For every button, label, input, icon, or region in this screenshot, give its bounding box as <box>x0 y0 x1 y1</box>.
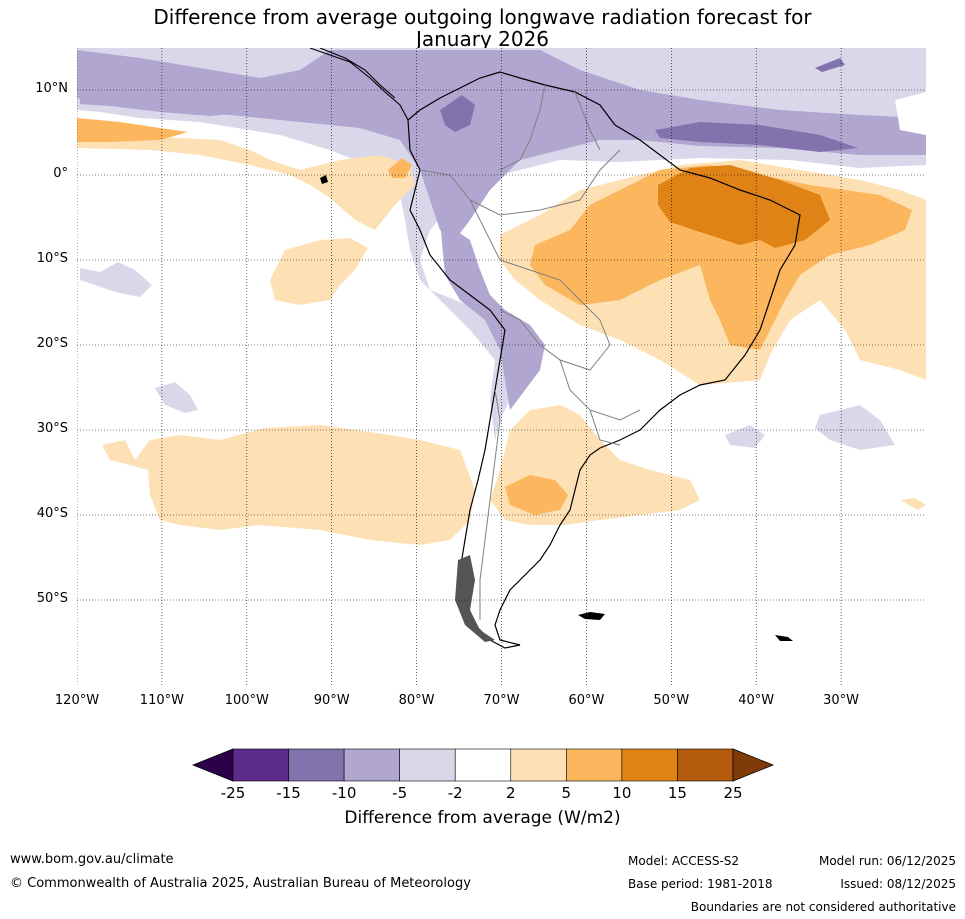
neg-light-south-atlantic-1 <box>725 425 765 448</box>
footer-website: www.bom.gov.au/climate <box>10 852 174 867</box>
lon-label: 50°W <box>653 693 690 708</box>
map-plot-area <box>77 48 926 685</box>
pos-mid-argentina <box>505 475 568 515</box>
colorbar-segment-2 <box>343 748 400 782</box>
footer-model-run: Model run: 06/12/2025 <box>818 854 956 868</box>
pos-light-south-pacific <box>102 425 475 545</box>
lat-label: 40°S <box>36 506 68 521</box>
footer-base-period: Base period: 1981-2018 <box>628 877 773 891</box>
colorbar-title: Difference from average (W/m2) <box>344 808 621 828</box>
colorbar-segment-1 <box>288 748 345 782</box>
footer-copyright: © Commonwealth of Australia 2025, Austra… <box>10 876 471 891</box>
chart-title-line1: Difference from average outgoing longwav… <box>153 5 812 29</box>
lat-label: 50°S <box>36 591 68 606</box>
colorbar-segment-5 <box>510 748 567 782</box>
neg-mid-west-pacific <box>80 88 250 116</box>
footer-model: Model: ACCESS-S2 <box>628 854 740 868</box>
southern-fjords <box>455 555 495 642</box>
lat-label: 10°S <box>36 251 68 266</box>
colorbar-tick-label: 25 <box>723 784 743 802</box>
colorbar-segment-0 <box>232 748 289 782</box>
colorbar-tick-label: 2 <box>505 784 516 802</box>
gridlines <box>77 48 926 685</box>
islands <box>320 175 793 641</box>
lat-label: 10°N <box>35 81 68 96</box>
colorbar-tick-label: 5 <box>561 784 572 802</box>
south-america-coastline <box>407 71 801 649</box>
colorbar-tick-label: -5 <box>392 784 408 802</box>
lon-label: 100°W <box>224 693 269 708</box>
colorbar-tick-label: -25 <box>220 784 246 802</box>
pos-light-east-pacific <box>77 135 415 230</box>
colorbar-segment-8 <box>677 748 734 782</box>
footer-disclaimer: Boundaries are not considered authoritat… <box>690 900 956 914</box>
neg-strong-atlantic <box>655 122 858 152</box>
colorbar-tick-label: 15 <box>667 784 687 802</box>
neg-mid-andes <box>440 220 545 410</box>
pos-mid-galapagos <box>388 158 412 178</box>
lon-label: 80°W <box>398 693 435 708</box>
lon-label: 110°W <box>139 693 184 708</box>
colorbar-segment-3 <box>399 748 456 782</box>
neg-light-east-pacific <box>80 262 152 297</box>
lon-label: 30°W <box>823 693 860 708</box>
lon-label: 90°W <box>313 693 350 708</box>
central-america-coastline <box>309 48 409 121</box>
colorbar-tick-label: 10 <box>612 784 632 802</box>
positive-anomaly-regions <box>77 118 926 545</box>
chart-title-line2: January 2026 <box>415 27 550 51</box>
neg-light-south-atlantic-2 <box>815 405 895 450</box>
neg-strong-north-atlantic <box>815 58 845 72</box>
neg-light-pacific-small <box>155 382 198 413</box>
pos-mid-equatorial-pacific <box>77 118 188 142</box>
pos-light-east-edge <box>900 498 926 510</box>
colorbar <box>191 748 775 782</box>
lat-label: 0° <box>53 166 68 181</box>
lon-label: 40°W <box>738 693 775 708</box>
neg-light-east-edge <box>895 92 926 135</box>
lon-label: 120°W <box>54 693 100 708</box>
colorbar-segment-6 <box>566 748 623 782</box>
colorbar-segment-4 <box>454 748 512 782</box>
lat-label: 30°S <box>36 421 68 436</box>
colorbar-tick-label: -15 <box>276 784 301 802</box>
colorbar-tick-label: -2 <box>447 784 463 802</box>
pos-strong-northeast-brazil <box>658 165 830 248</box>
colorbar-over-arrow <box>732 748 775 782</box>
lat-label: 20°S <box>36 336 68 351</box>
colorbar-under-arrow <box>191 748 234 782</box>
neg-strong-caribbean <box>440 95 475 132</box>
pos-light-peru-offshore <box>270 238 368 305</box>
lon-label: 60°W <box>568 693 605 708</box>
colorbar-segment-7 <box>621 748 678 782</box>
footer-issued: Issued: 08/12/2025 <box>840 877 956 891</box>
lon-label: 70°W <box>483 693 520 708</box>
colorbar-tick-label: -10 <box>331 784 357 802</box>
